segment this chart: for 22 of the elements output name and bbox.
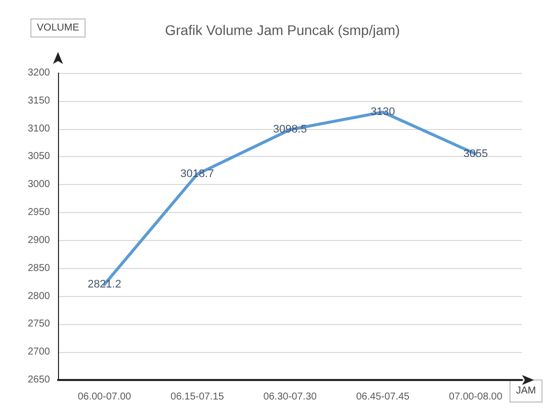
x-tick-label: 06.45-07.45 [356,392,410,402]
y-tick-label: 3150 [28,95,50,106]
x-tick-label: 06.30-07.30 [263,392,318,402]
y-tick-label: 2950 [28,207,50,218]
y-tick-label: 3200 [28,68,50,78]
x-axis-title: JAM [516,386,536,396]
y-tick-label: 3050 [28,151,50,162]
data-label: 2821.2 [88,278,122,290]
chart-title: Grafik Volume Jam Puncak (smp/jam) [165,22,400,38]
y-tick-label: 3100 [28,123,50,134]
y-tick-label: 2700 [28,346,50,358]
y-tick-label: 2750 [28,318,50,330]
y-tick-label: 2850 [28,262,50,274]
y-tick-label: 2800 [28,290,50,302]
x-tick-label: 07.00-08.00 [448,392,503,402]
y-tick-label: 3000 [28,179,50,190]
data-label: 3055 [463,148,488,160]
y-tick-label: 2650 [28,374,50,386]
y-axis-title: VOLUME [36,22,80,34]
x-tick-label: 06.15-07.15 [170,392,224,402]
x-tick-label: 06.00-07.00 [78,392,132,402]
y-tick-label: 2900 [28,234,50,246]
